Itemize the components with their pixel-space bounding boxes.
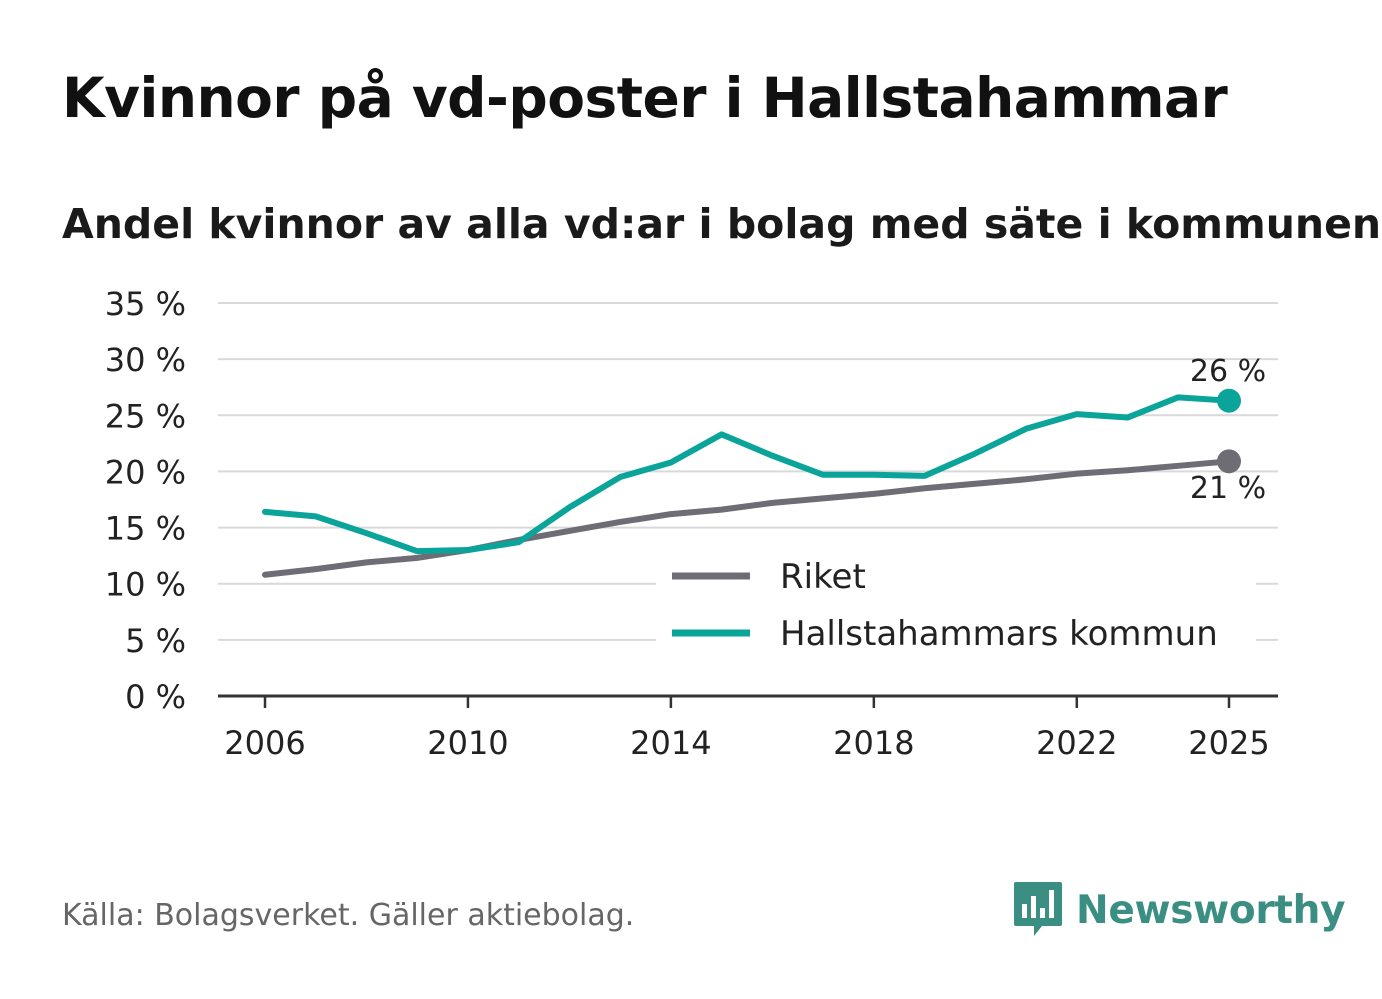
chart-title: Kvinnor på vd-poster i Hallstahammar [62,66,1228,130]
x-tick-label: 2018 [833,724,914,762]
legend-label-kommun: Hallstahammars kommun [780,614,1218,654]
series-line-kommun [262,394,1232,555]
series-line-riket [262,458,1232,578]
y-tick-label: 15 % [105,510,186,548]
x-tick-label: 2014 [630,724,711,762]
end-point-kommun [1217,388,1241,413]
x-tick-label: 2006 [224,724,305,762]
y-tick-label: 20 % [105,453,186,491]
y-tick-label: 25 % [105,397,186,435]
y-tick-label: 5 % [125,622,186,660]
y-axis-ticks: 0 % 5 % 10 % 15 % 20 % 25 % 30 % 35 % [105,285,186,716]
x-tick-label: 2010 [427,724,508,762]
x-axis-ticks: 2006 2010 2014 2018 2022 2025 [224,696,1270,762]
y-tick-label: 0 % [125,678,186,716]
y-tick-label: 35 % [105,285,186,323]
source-note: Källa: Bolagsverket. Gäller aktiebolag. [62,898,635,933]
end-value-label-kommun: 26 % [1190,354,1266,389]
legend-label-riket: Riket [780,557,866,597]
end-labels: 21 % 26 % [1190,354,1266,506]
y-tick-label: 30 % [105,341,186,379]
chart-subtitle: Andel kvinnor av alla vd:ar i bolag med … [62,200,1382,248]
brand-name: Newsworthy [1076,887,1346,933]
end-point-riket [1217,449,1241,474]
series-lines [262,388,1241,578]
x-tick-label: 2022 [1036,724,1117,762]
legend-background [656,548,1256,666]
y-tick-label: 10 % [105,566,186,604]
legend: Riket Hallstahammars kommun [656,548,1256,666]
x-tick-label: 2025 [1188,724,1269,762]
bar-chart-icon [1014,882,1062,936]
newsworthy-logo: Newsworthy [1012,880,1346,940]
end-value-label-riket: 21 % [1190,471,1266,506]
